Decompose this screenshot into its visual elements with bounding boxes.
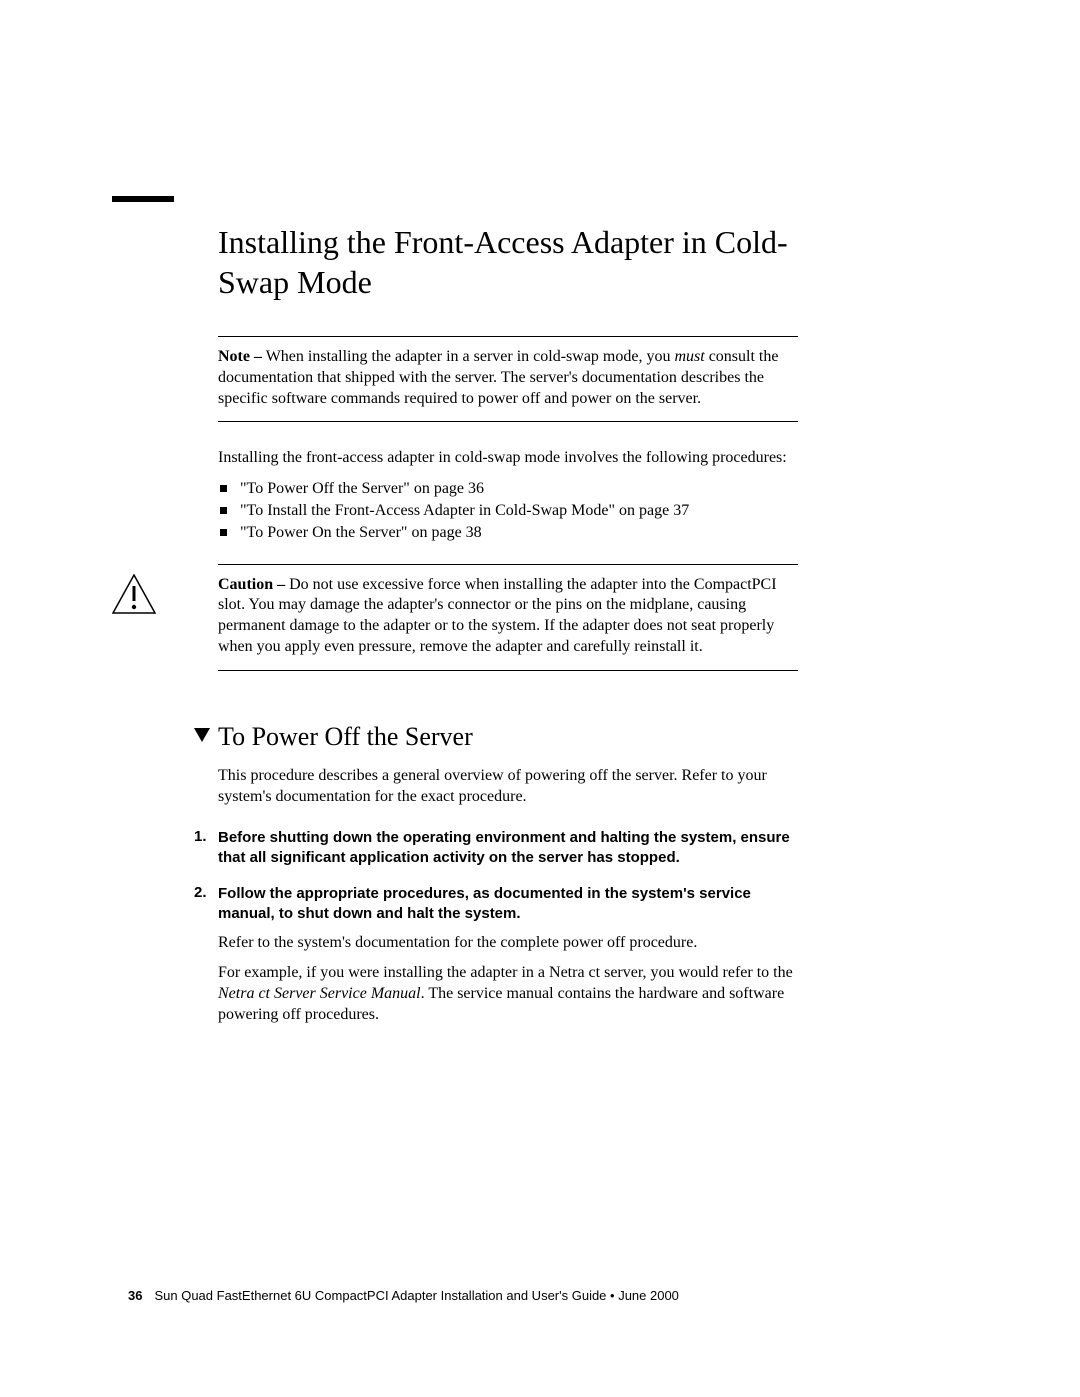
caution-block: Caution – Do not use excessive force whe… (218, 564, 798, 671)
list-item: "To Power On the Server" on page 38 (218, 523, 798, 544)
step-body-text: For example, if you were installing the … (218, 963, 798, 1025)
note-emphasis: must (674, 348, 704, 365)
manual-reference: Netra ct Server Service Manual (218, 985, 421, 1002)
note-label: Note – (218, 348, 262, 365)
caution-row: Caution – Do not use excessive force whe… (218, 564, 798, 671)
note-block: Note – When installing the adapter in a … (218, 336, 798, 422)
step-heading: Before shutting down the operating envir… (218, 828, 798, 869)
step-heading: Follow the appropriate procedures, as do… (218, 884, 798, 925)
subhead-row: To Power Off the Server (218, 721, 798, 752)
section-intro: This procedure describes a general overv… (218, 766, 798, 808)
section-heading: To Power Off the Server (218, 721, 798, 752)
list-item: "To Power Off the Server" on page 36 (218, 479, 798, 500)
list-item: "To Install the Front-Access Adapter in … (218, 501, 798, 522)
page-footer: 36 Sun Quad FastEthernet 6U CompactPCI Ad… (128, 1288, 679, 1303)
top-rule (112, 196, 174, 202)
caution-icon (112, 574, 156, 614)
step-text: For example, if you were installing the … (218, 964, 793, 981)
footer-text: Sun Quad FastEthernet 6U CompactPCI Adap… (154, 1288, 678, 1303)
step-item: Follow the appropriate procedures, as do… (194, 884, 798, 1026)
triangle-down-icon (194, 728, 210, 742)
intro-paragraph: Installing the front-access adapter in c… (218, 448, 798, 469)
steps-list: Before shutting down the operating envir… (218, 828, 798, 1026)
caution-text: Do not use excessive force when installi… (218, 576, 777, 655)
step-body-text: Refer to the system's documentation for … (218, 933, 798, 954)
step-item: Before shutting down the operating envir… (194, 828, 798, 869)
page-title: Installing the Front-Access Adapter in C… (218, 222, 798, 302)
content-area: Installing the Front-Access Adapter in C… (218, 222, 798, 1042)
caution-label: Caution – (218, 576, 285, 593)
procedure-list: "To Power Off the Server" on page 36 "To… (218, 479, 798, 543)
note-text-pre: When installing the adapter in a server … (262, 348, 674, 365)
page-number: 36 (128, 1288, 142, 1303)
page: Installing the Front-Access Adapter in C… (0, 0, 1080, 1397)
